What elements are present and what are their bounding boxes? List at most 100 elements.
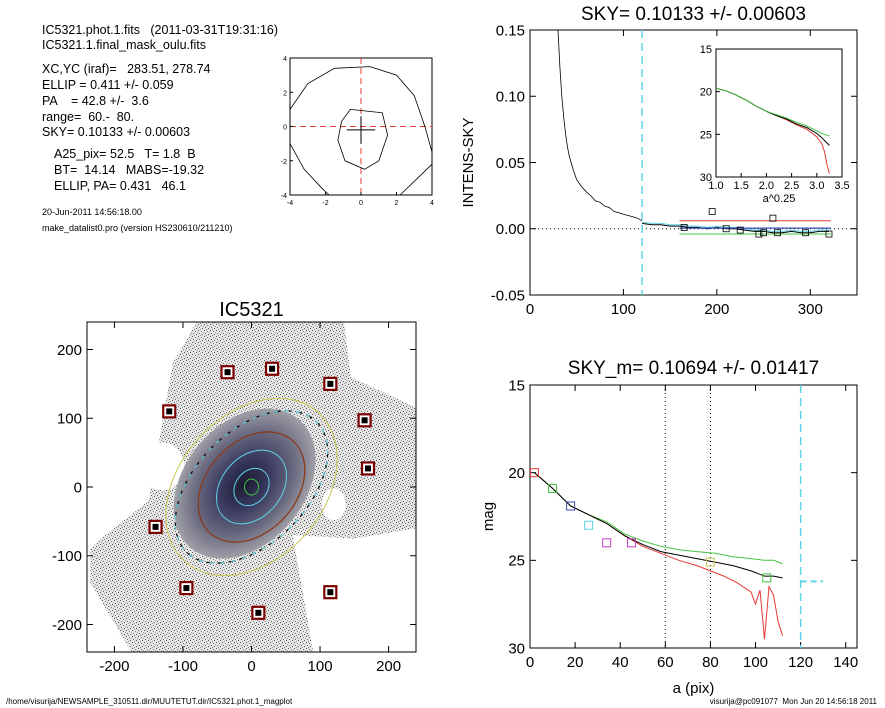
sky-plot-x-tick-label: 0 xyxy=(526,301,534,318)
mag-marker xyxy=(584,520,594,530)
mag-plot-x-tick-label: 20 xyxy=(567,654,584,671)
sky-plot-y-tick-label: 0.00 xyxy=(496,221,525,238)
contour-ytick-label: -4 xyxy=(281,193,287,200)
sky-profile-tail xyxy=(642,221,829,232)
contour-xtick-label: 0 xyxy=(359,200,363,207)
sky-plot-ylabel: INTENS-SKY xyxy=(460,117,477,207)
inset-xtick-label: 3.0 xyxy=(809,180,824,192)
inset-ytick-label: 30 xyxy=(700,172,712,184)
inset-xtick-label: 1.5 xyxy=(734,180,749,192)
image-title: IC5321 xyxy=(219,299,284,321)
contour-line xyxy=(289,66,433,153)
mag-plot-y-tick-label: 25 xyxy=(508,553,525,570)
sky-point xyxy=(755,230,763,238)
header-ellip-pa: ELLIP, PA= 0.431 46.1 xyxy=(54,179,186,193)
sky-point xyxy=(769,214,777,222)
mag-profile-black xyxy=(534,472,783,579)
mag-marker xyxy=(626,538,636,548)
mag-marker xyxy=(548,483,558,493)
contour-ytick-label: -2 xyxy=(281,159,287,166)
isophote-core xyxy=(244,478,259,496)
sky-point xyxy=(774,229,781,237)
header-a25: A25_pix= 52.5 T= 1.8 B xyxy=(54,147,196,161)
sky-point xyxy=(802,229,810,237)
image-x-tick-label: -200 xyxy=(99,658,129,675)
sky-plot-x-tick-label: 300 xyxy=(798,301,823,318)
header-sky: SKY= 0.10133 +/- 0.00603 xyxy=(42,125,191,139)
sky-plot-y-tick-label: -0.05 xyxy=(491,287,525,304)
mag-plot-frame xyxy=(529,384,858,649)
mag-profile-red xyxy=(534,472,784,640)
image-x-tick-label: 100 xyxy=(308,658,333,675)
mag-plot-ylabel: mag xyxy=(480,502,497,531)
mag-plot-y-tick-label: 20 xyxy=(508,465,525,482)
inset-xtick-label: 3.5 xyxy=(834,180,849,192)
contour-ytick-label: 0 xyxy=(283,125,287,132)
image-x-tick-label: -100 xyxy=(168,658,198,675)
contour-line xyxy=(399,163,433,196)
mag-profile-green xyxy=(534,472,783,565)
header-date: 20-Jun-2011 14:56:18.00 xyxy=(42,207,142,217)
sky-box-center xyxy=(183,585,190,592)
inset-ytick-label: 20 xyxy=(700,87,712,99)
sky-box-center xyxy=(152,523,159,530)
inset-green-line xyxy=(715,87,830,137)
contour-xtick-label: 4 xyxy=(430,200,434,207)
sky-plot-x-tick-label: 100 xyxy=(611,301,636,318)
mag-marker xyxy=(566,501,576,511)
sky-box-center xyxy=(327,589,334,596)
sky-point xyxy=(825,230,833,238)
header-mask-line: IC5321.1.final_mask_oulu.fits xyxy=(42,38,206,52)
header-xcyc: XC,YC (iraf)= 283.51, 278.74 xyxy=(42,62,211,76)
image-y-tick-label: -200 xyxy=(52,617,82,634)
sky-plot-y-tick-label: 0.10 xyxy=(496,89,525,106)
sky-inset-frame xyxy=(715,48,843,178)
image-masked-hole xyxy=(321,488,346,521)
header-ellip: ELLIP = 0.411 +/- 0.059 xyxy=(42,78,174,92)
sky-plot-y-tick-label: 0.05 xyxy=(496,155,525,172)
mag-plot-title: SKY_m= 0.10694 +/- 0.01417 xyxy=(568,358,819,379)
sky-box-center xyxy=(269,365,276,372)
image-y-tick-label: 200 xyxy=(57,342,82,359)
sky-profile-tail-black xyxy=(642,222,829,234)
mag-plot-x-tick-label: 80 xyxy=(702,654,719,671)
image-y-tick-label: 100 xyxy=(57,411,82,428)
inset-xlabel: a^0.25 xyxy=(763,193,796,205)
mag-marker xyxy=(602,538,612,548)
isophote-cyan xyxy=(216,449,287,525)
footer-user: visurija@pc091077 Mon Jun 20 14:56:18 20… xyxy=(709,697,877,706)
sky-box-center xyxy=(224,369,231,376)
isophote-cyan-inner xyxy=(233,467,270,507)
sky-plot-x-tick-label: 200 xyxy=(704,301,729,318)
image-x-tick-label: 200 xyxy=(376,658,401,675)
mag-plot-x-tick-label: 100 xyxy=(743,654,768,671)
mag-marker xyxy=(762,573,772,583)
mag-plot-x-tick-label: 140 xyxy=(833,654,858,671)
image-x-tick-label: 0 xyxy=(247,658,255,675)
sky-point xyxy=(680,224,688,231)
contour-ytick-label: 2 xyxy=(283,90,287,97)
inset-ytick-label: 15 xyxy=(700,44,712,56)
isophote-brown xyxy=(197,431,306,543)
mag-marker xyxy=(705,557,715,567)
header-file-line: IC5321.phot.1.fits (2011-03-31T19:31:16) xyxy=(42,23,279,37)
mag-plot-y-tick-label: 15 xyxy=(508,377,525,394)
mag-plot-y-tick-label: 30 xyxy=(508,640,525,657)
header-pa: PA = 42.8 +/- 3.6 xyxy=(42,94,149,108)
sky-plot-y-tick-label: 0.15 xyxy=(496,22,525,39)
contour-ytick-label: 4 xyxy=(283,56,287,63)
header-bt: BT= 14.14 MABS=-19.32 xyxy=(54,163,205,177)
contour-line xyxy=(337,109,389,170)
mag-plot-x-tick-label: 0 xyxy=(526,654,534,671)
contour-line xyxy=(289,143,330,196)
sky-box-center xyxy=(365,465,372,472)
mag-plot-x-tick-label: 40 xyxy=(612,654,629,671)
sky-point xyxy=(722,225,730,233)
inset-xtick-label: 2.5 xyxy=(784,180,799,192)
mag-plot-xlabel: a (pix) xyxy=(673,680,715,697)
sky-point xyxy=(760,229,767,237)
image-content xyxy=(90,322,416,652)
header-program: make_datalist0.pro (version HS230610/211… xyxy=(42,223,233,233)
inset-xtick-label: 2.0 xyxy=(759,180,774,192)
inset-xtick-label: 1.0 xyxy=(708,180,723,192)
